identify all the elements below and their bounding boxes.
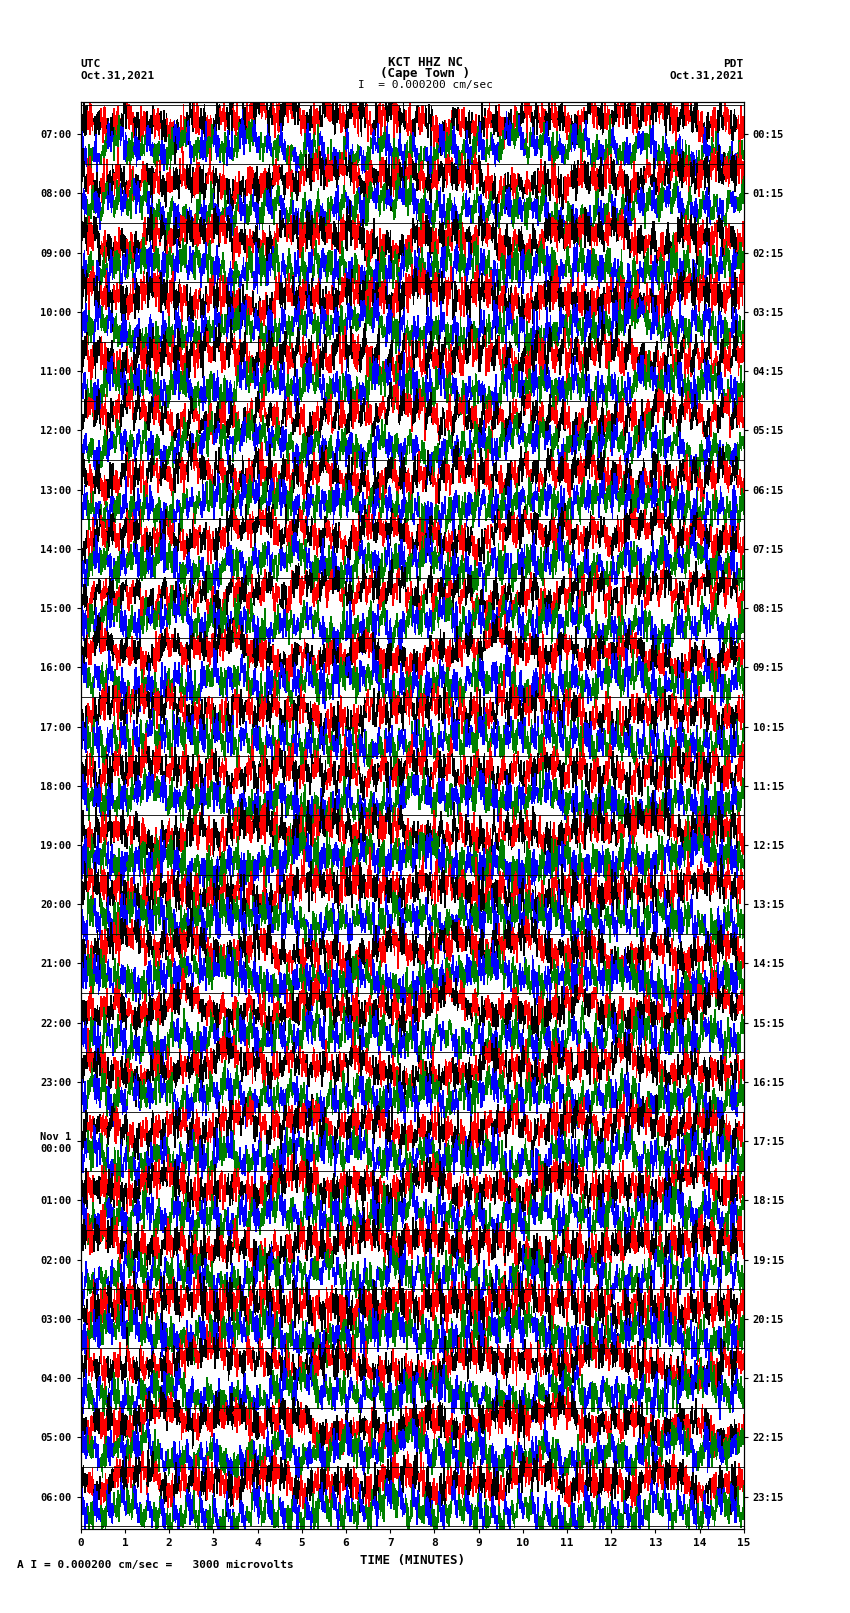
Text: I  = 0.000200 cm/sec: I = 0.000200 cm/sec bbox=[358, 81, 492, 90]
Text: A I = 0.000200 cm/sec =   3000 microvolts: A I = 0.000200 cm/sec = 3000 microvolts bbox=[17, 1560, 294, 1569]
Text: PDT: PDT bbox=[723, 58, 744, 69]
Text: UTC: UTC bbox=[81, 58, 101, 69]
Text: Oct.31,2021: Oct.31,2021 bbox=[670, 71, 744, 81]
Text: Oct.31,2021: Oct.31,2021 bbox=[81, 71, 155, 81]
Text: KCT HHZ NC: KCT HHZ NC bbox=[388, 55, 462, 69]
Text: (Cape Town ): (Cape Town ) bbox=[380, 66, 470, 79]
X-axis label: TIME (MINUTES): TIME (MINUTES) bbox=[360, 1553, 465, 1566]
